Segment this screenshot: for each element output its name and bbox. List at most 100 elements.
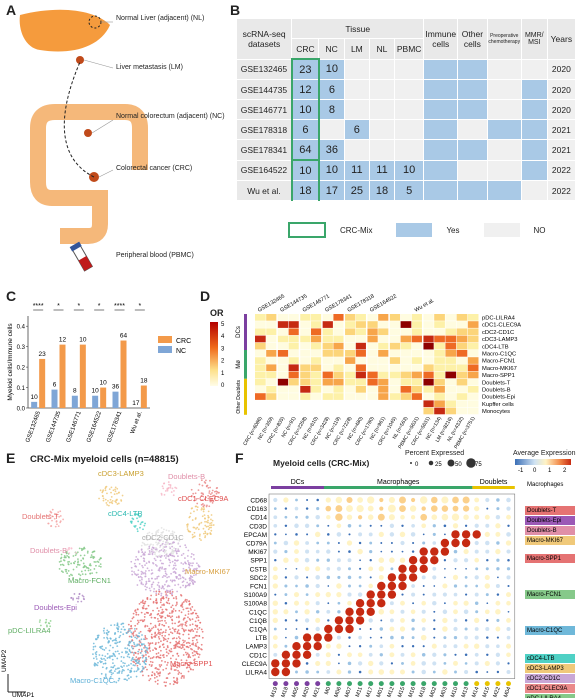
umap-point	[137, 657, 140, 659]
expression-dot	[336, 591, 342, 598]
right-label: Macro-MKI67	[527, 538, 564, 544]
umap-point	[158, 590, 161, 593]
umap-point	[192, 630, 195, 632]
heatmap-cell	[423, 350, 434, 357]
heatmap-cell	[322, 350, 333, 357]
heatmap-cell	[355, 371, 367, 379]
umap-point	[164, 638, 167, 641]
umap-point	[82, 595, 85, 598]
heatmap-cell	[423, 314, 434, 321]
umap-point	[179, 637, 181, 640]
heatmap-cell	[333, 407, 345, 415]
cluster-dot	[336, 681, 342, 687]
heatmap-cell	[445, 321, 457, 328]
or-colorbar	[210, 322, 218, 386]
expression-dot	[453, 635, 458, 640]
umap-point	[203, 504, 206, 507]
expression-dot	[411, 645, 415, 648]
expression-dot	[462, 505, 470, 512]
umap-point	[87, 567, 90, 570]
umap-point	[202, 493, 205, 496]
expression-dot	[433, 585, 436, 587]
umap-point	[146, 539, 149, 541]
umap-point	[192, 637, 194, 639]
expression-dot	[464, 662, 468, 665]
umap-point	[185, 620, 188, 623]
umap-point	[58, 560, 61, 563]
umap-point	[169, 616, 172, 619]
expression-dot	[337, 601, 341, 605]
heatmap-cell	[445, 393, 457, 400]
umap-point	[135, 637, 138, 640]
cluster-label: M18	[280, 686, 289, 698]
umap-point	[112, 662, 114, 665]
umap-point	[188, 654, 190, 657]
expression-dot	[304, 523, 310, 528]
expression-dot	[379, 653, 383, 657]
heatmap-cell	[277, 386, 289, 393]
expression-dot	[295, 619, 298, 622]
umap-point	[184, 561, 186, 564]
cluster-label: pDC-LILRA4	[8, 626, 51, 635]
umap-point	[134, 630, 136, 632]
umap-point	[217, 496, 220, 498]
umap-point	[197, 528, 200, 531]
umap-point	[159, 556, 162, 559]
expression-dot	[336, 669, 342, 675]
umap-point	[170, 665, 173, 668]
heatmap-cell	[311, 350, 322, 357]
heatmap-cell	[456, 364, 468, 372]
bar-crc	[100, 387, 107, 408]
umap-point	[150, 543, 152, 546]
panel-b: B scRNA-seq datasets Tissue Immune cells…	[228, 0, 580, 290]
umap-point	[198, 634, 201, 637]
heatmap-cell	[311, 335, 322, 343]
expression-dot	[337, 610, 341, 614]
umap-point	[108, 656, 110, 659]
color-legend-tick: 2	[563, 468, 567, 474]
umap-point	[51, 515, 54, 518]
expression-dot	[325, 591, 331, 598]
umap-point	[62, 518, 65, 521]
heatmap-cell	[299, 321, 311, 328]
umap-point	[176, 652, 179, 655]
heatmap-cell	[344, 357, 356, 364]
umap-point	[192, 642, 195, 645]
umap-point	[165, 545, 168, 548]
umap-point	[159, 631, 161, 634]
umap-point	[156, 607, 159, 610]
expression-dot	[337, 542, 340, 544]
expression-dot	[369, 628, 372, 630]
umap-point	[89, 564, 92, 567]
umap-point	[117, 625, 120, 628]
umap-point	[209, 493, 212, 496]
tissue-count: 6	[343, 119, 370, 140]
expression-dot	[273, 549, 278, 554]
umap-point	[150, 633, 153, 636]
umap-point	[121, 670, 124, 673]
umap-point	[159, 554, 161, 557]
heatmap-cell	[467, 357, 479, 364]
heatmap-cell	[456, 393, 468, 400]
umap-point	[178, 539, 181, 542]
heatmap-cell	[411, 357, 423, 364]
panel-label-a: A	[6, 2, 17, 18]
umap-point	[189, 574, 192, 577]
expression-dot	[284, 644, 288, 648]
umap-point	[186, 569, 189, 572]
umap-point	[176, 590, 179, 593]
umap-point	[160, 594, 163, 597]
umap-point	[209, 524, 211, 527]
umap-point	[49, 625, 52, 628]
umap-point	[137, 668, 140, 670]
umap-point	[175, 538, 178, 541]
umap-point	[140, 648, 143, 651]
umap-point	[165, 681, 168, 684]
flag-cell	[486, 180, 522, 201]
umap-point	[148, 531, 151, 534]
umap-point	[38, 621, 41, 623]
right-label-box	[525, 674, 575, 683]
heatmap-cell	[389, 407, 401, 415]
umap-point	[48, 513, 51, 516]
